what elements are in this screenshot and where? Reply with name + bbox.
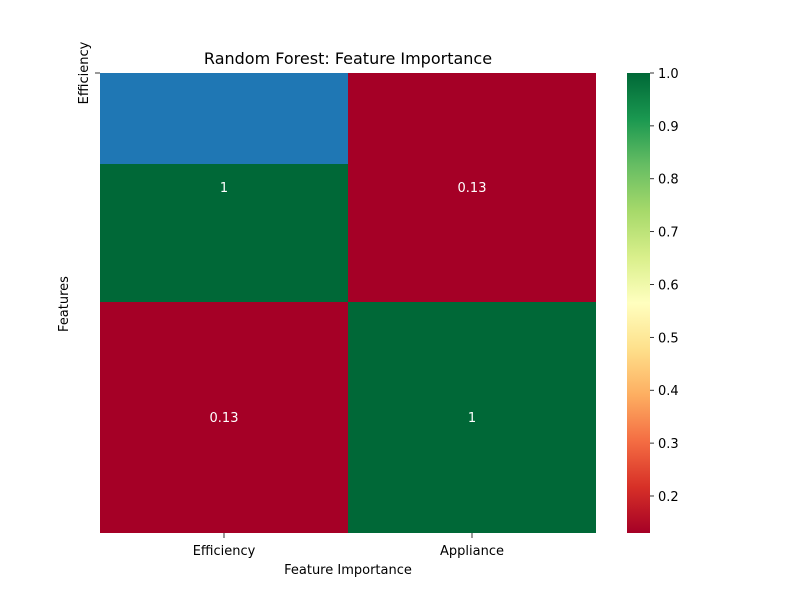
x-axis-ticks: Efficiency Appliance: [193, 533, 504, 559]
heatmap-cell: [100, 164, 348, 302]
colorbar-tick-label: 0.6: [658, 278, 679, 293]
heatmap-cells: [100, 73, 596, 533]
colorbar-ticks: 0.2 0.3 0.4 0.5 0.6 0.7 0.8 0.9 1.0: [650, 67, 679, 505]
x-tick-label: Appliance: [440, 544, 504, 559]
heatmap-cell-labels: 1 0.13 0.13 1: [210, 181, 487, 426]
cell-value-label: 0.13: [458, 181, 487, 196]
cell-value-label: 0.13: [210, 411, 239, 426]
colorbar-tick-label: 0.7: [658, 226, 679, 241]
heatmap-cell: [100, 73, 348, 164]
heatmap-cell: [348, 302, 596, 533]
colorbar-tick-label: 1.0: [658, 67, 679, 82]
x-tick-label: Efficiency: [193, 544, 256, 559]
colorbar-tick-label: 0.9: [658, 120, 679, 135]
colorbar: [627, 73, 650, 533]
x-axis-label: Feature Importance: [284, 563, 412, 578]
colorbar-tick-label: 0.5: [658, 331, 679, 346]
heatmap-cell: [348, 164, 596, 302]
chart-title: Random Forest: Feature Importance: [204, 49, 492, 68]
colorbar-tick-label: 0.8: [658, 173, 679, 188]
y-tick-label: Efficiency: [77, 41, 92, 104]
colorbar-tick-label: 0.4: [658, 384, 679, 399]
cell-value-label: 1: [220, 181, 228, 196]
heatmap-cell: [100, 302, 348, 533]
colorbar-tick-label: 0.3: [658, 437, 679, 452]
y-axis-label: Features: [57, 276, 72, 332]
colorbar-tick-label: 0.2: [658, 490, 679, 505]
cell-value-label: 1: [468, 411, 476, 426]
heatmap-cell: [348, 73, 596, 164]
